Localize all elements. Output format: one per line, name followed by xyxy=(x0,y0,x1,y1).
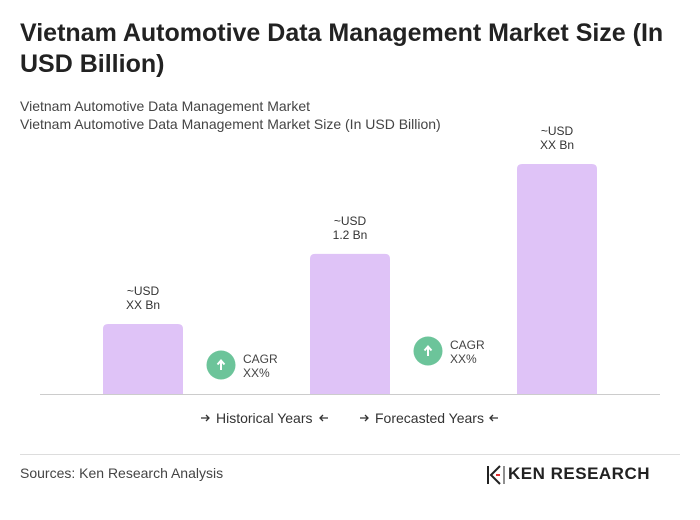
source: Sources: Ken Research Analysis xyxy=(20,465,224,481)
logo-mark xyxy=(487,465,505,485)
bar xyxy=(103,323,183,394)
value-label: ~USD XX Bn xyxy=(125,283,161,312)
bar xyxy=(310,253,390,394)
bar xyxy=(517,164,597,394)
value-label: ~USD XX Bn xyxy=(539,124,575,152)
legend-entry: Forecasted Years xyxy=(375,410,484,426)
cagr-arrow xyxy=(216,358,226,370)
subtitle: Vietnam Automotive Data Management Marke… xyxy=(20,98,311,114)
cagr-label: CAGR XX% xyxy=(243,352,278,380)
chart-title: Vietnam Automotive Data Management Marke… xyxy=(20,19,664,78)
value-label: ~USD 1.2 Bn xyxy=(332,213,368,242)
legend-arrows xyxy=(201,414,498,422)
subtitle: Vietnam Automotive Data Management Marke… xyxy=(20,116,441,132)
cagr-label: CAGR XX% xyxy=(450,338,485,366)
legend-entry: Historical Years xyxy=(216,410,313,426)
cagr-arrow xyxy=(423,344,433,356)
logo: KEN RESEARCH xyxy=(508,464,651,483)
